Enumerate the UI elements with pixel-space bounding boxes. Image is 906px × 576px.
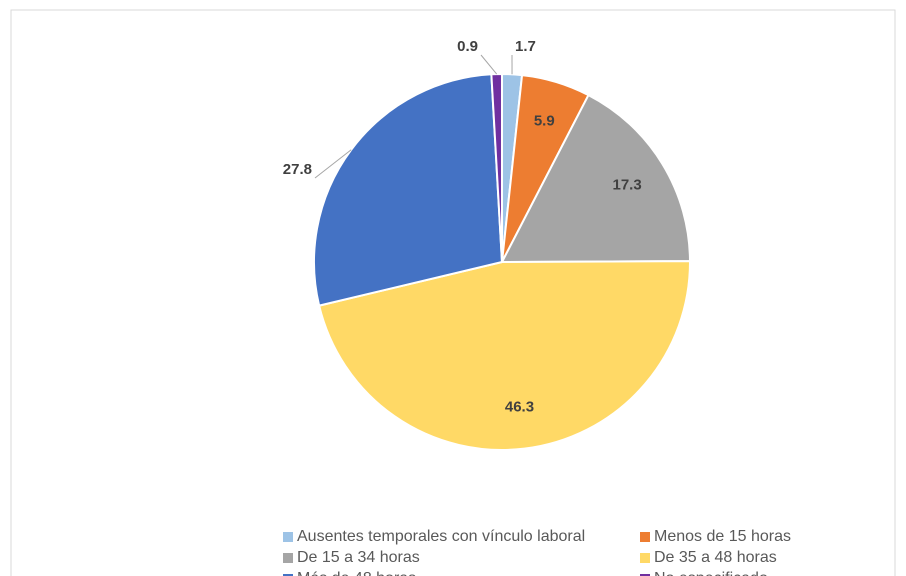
legend-swatch [283,553,293,563]
legend-swatch [640,532,650,542]
legend-swatch [283,532,293,542]
legend-swatch [640,553,650,563]
data-label: 17.3 [613,176,642,193]
legend-swatch [283,574,293,576]
data-label: 1.7 [515,38,536,55]
data-label: 27.8 [283,161,312,178]
data-label: 46.3 [505,399,534,416]
legend-label: No especificado [654,570,768,576]
legend-label: Más de 48 horas [297,570,416,576]
legend-label: De 15 a 34 horas [297,549,420,566]
data-label: 5.9 [534,113,555,130]
leader-line [480,54,498,75]
leader-line [314,149,352,179]
pie-slice [313,73,504,307]
legend-label: Menos de 15 horas [654,528,791,545]
pie-slice [500,93,692,264]
pie-slice [317,260,691,451]
legend-label: De 35 a 48 horas [654,549,777,566]
legend-label: Ausentes temporales con vínculo laboral [297,528,585,545]
data-label: 0.9 [457,38,478,55]
legend-swatch [640,574,650,576]
pie-slice [490,72,503,263]
